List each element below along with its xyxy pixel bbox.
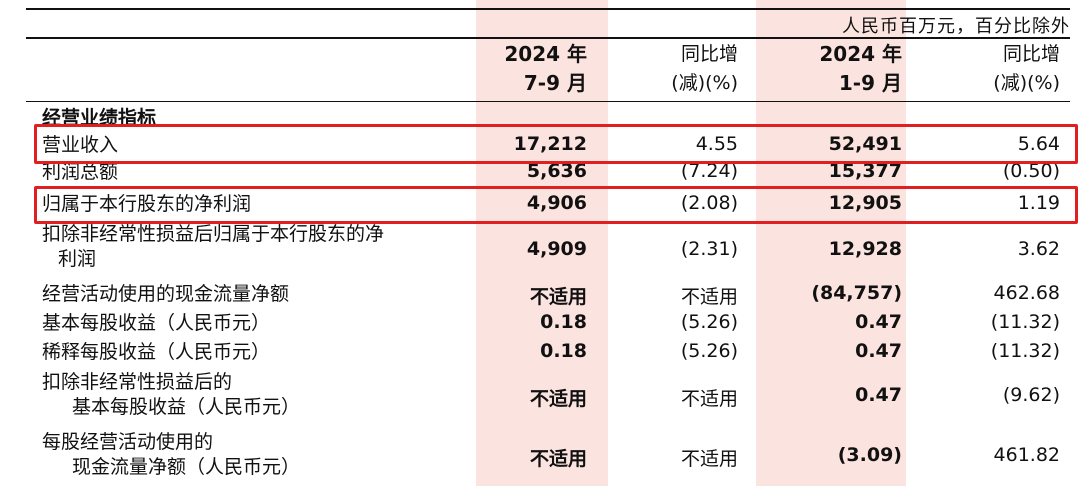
- cell-q3-yoy: 不适用: [680, 286, 738, 308]
- cell-q3: 0.18: [540, 340, 587, 362]
- highlight-box-revenue: [34, 124, 1078, 164]
- table-row: 利润总额 5,636 (7.24) 15,377 (0.50): [0, 160, 1080, 186]
- header-ytd-yoy-line2: (减)(%): [993, 72, 1060, 94]
- cell-q3-yoy: 不适用: [680, 448, 738, 470]
- header-ytd-yoy: 同比增 (减)(%): [993, 40, 1060, 98]
- header-q3-yoy-line1: 同比增: [680, 43, 738, 65]
- cell-q3: 4,906: [526, 192, 587, 214]
- header-ytd-yoy-line1: 同比增: [1002, 43, 1060, 65]
- cell-ytd-yoy: (11.32): [990, 311, 1060, 333]
- row-label: 营业收入: [42, 134, 119, 156]
- cell-q3: 0.18: [540, 311, 587, 333]
- section-title: 经营业绩指标: [42, 107, 157, 129]
- header-top-rule: [26, 37, 1070, 39]
- cell-ytd-yoy: 462.68: [993, 282, 1060, 304]
- cell-q3-yoy: (5.26): [680, 340, 738, 362]
- row-label: 归属于本行股东的净利润: [42, 193, 252, 215]
- cell-q3-yoy: 4.55: [695, 133, 738, 155]
- cell-q3-yoy: 不适用: [680, 388, 738, 410]
- table-row: 经营活动使用的现金流量净额 不适用 不适用 (84,757) 462.68: [0, 282, 1080, 308]
- cell-ytd-yoy: 3.62: [1017, 238, 1060, 260]
- cell-ytd: 12,905: [828, 192, 902, 214]
- header-q3-yoy-line2: (减)(%): [671, 72, 738, 94]
- header-q3: 2024 年 7-9 月: [504, 40, 587, 98]
- header-bottom-rule: [26, 101, 1070, 102]
- cell-ytd-yoy: (9.62): [1002, 384, 1060, 406]
- header-ytd-line1: 2024 年: [819, 42, 902, 66]
- cell-ytd: (84,757): [811, 282, 902, 304]
- row-label: 稀释每股收益（人民币元）: [42, 341, 271, 363]
- cell-q3: 不适用: [529, 388, 587, 410]
- row-label: 每股经营活动使用的 现金流量净额（人民币元）: [42, 430, 300, 480]
- row-label: 利润总额: [42, 161, 119, 183]
- unit-note: 人民币百万元，百分比除外: [842, 16, 1070, 37]
- header-ytd-line2: 1-9 月: [838, 71, 902, 95]
- row-label-line1: 每股经营活动使用的: [42, 431, 214, 453]
- cell-q3-yoy: (7.24): [680, 160, 738, 182]
- cell-q3: 17,212: [513, 133, 587, 155]
- row-label: 扣除非经常性损益后归属于本行股东的净 利润: [42, 222, 384, 272]
- highlight-column-ytd: [756, 0, 906, 486]
- header-q3-line1: 2024 年: [504, 42, 587, 66]
- header-ytd: 2024 年 1-9 月: [819, 40, 902, 98]
- highlight-column-q3: [476, 0, 608, 486]
- row-label-line1: 扣除非经常性损益后的: [42, 371, 233, 393]
- cell-ytd: 12,928: [828, 238, 902, 260]
- cell-q3: 5,636: [526, 160, 587, 182]
- cell-ytd-yoy: 461.82: [993, 444, 1060, 466]
- cell-ytd: 15,377: [828, 160, 902, 182]
- row-label-line2: 利润: [58, 248, 97, 270]
- table-row: 稀释每股收益（人民币元） 0.18 (5.26) 0.47 (11.32): [0, 340, 1080, 366]
- cell-q3-yoy: (2.08): [680, 192, 738, 214]
- row-label: 扣除非经常性损益后的 基本每股收益（人民币元）: [42, 370, 300, 420]
- table-row: 归属于本行股东的净利润 4,906 (2.08) 12,905 1.19: [0, 192, 1080, 218]
- row-label: 经营活动使用的现金流量净额: [42, 283, 290, 305]
- cell-q3: 4,909: [526, 238, 587, 260]
- table-row: 扣除非经常性损益后归属于本行股东的净 利润 4,909 (2.31) 12,92…: [0, 222, 1080, 274]
- header-q3-line2: 7-9 月: [523, 71, 587, 95]
- cell-q3: 不适用: [529, 448, 587, 470]
- cell-q3: 不适用: [529, 286, 587, 308]
- cell-ytd-yoy: (0.50): [1002, 160, 1060, 182]
- cell-ytd: 52,491: [828, 133, 902, 155]
- cell-ytd-yoy: 1.19: [1017, 192, 1060, 214]
- row-label-line2: 基本每股收益（人民币元）: [72, 396, 301, 418]
- cell-ytd: (3.09): [837, 444, 902, 466]
- table-row: 营业收入 17,212 4.55 52,491 5.64: [0, 133, 1080, 159]
- cell-ytd-yoy: (11.32): [990, 340, 1060, 362]
- cell-ytd-yoy: 5.64: [1017, 133, 1060, 155]
- table-row: 基本每股收益（人民币元） 0.18 (5.26) 0.47 (11.32): [0, 311, 1080, 337]
- top-rule: [26, 8, 1070, 10]
- cell-ytd: 0.47: [855, 340, 902, 362]
- cell-q3-yoy: (2.31): [680, 238, 738, 260]
- cell-ytd: 0.47: [855, 311, 902, 333]
- table-row: 扣除非经常性损益后的 基本每股收益（人民币元） 不适用 不适用 0.47 (9.…: [0, 370, 1080, 422]
- header-q3-yoy: 同比增 (减)(%): [671, 40, 738, 98]
- row-label: 基本每股收益（人民币元）: [42, 312, 271, 334]
- highlight-box-net-profit: [34, 186, 1078, 224]
- table-row: 每股经营活动使用的 现金流量净额（人民币元） 不适用 不适用 (3.09) 46…: [0, 430, 1080, 482]
- row-label-line2: 现金流量净额（人民币元）: [72, 456, 301, 478]
- row-label-line1: 扣除非经常性损益后归属于本行股东的净: [42, 223, 385, 245]
- cell-q3-yoy: (5.26): [680, 311, 738, 333]
- cell-ytd: 0.47: [855, 384, 902, 406]
